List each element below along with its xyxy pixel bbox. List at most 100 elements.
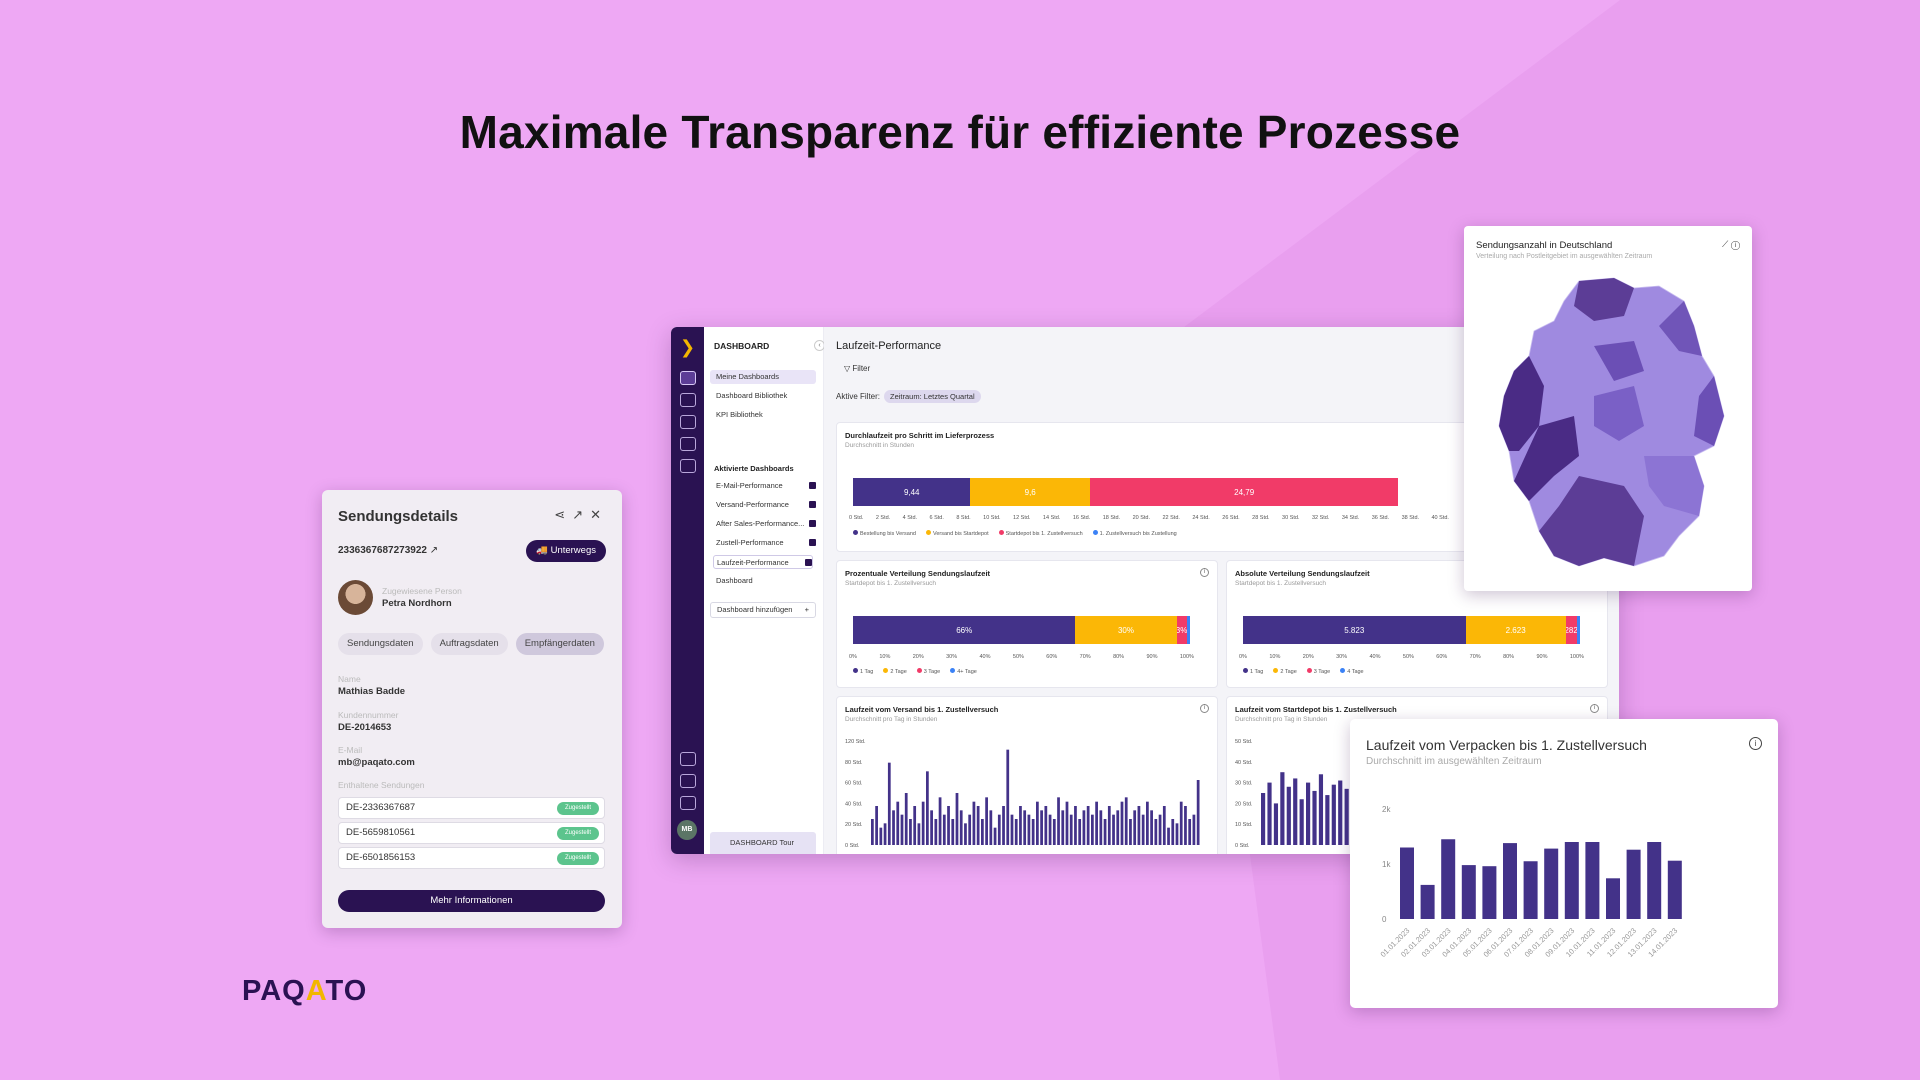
chart-bar[interactable] — [1338, 780, 1343, 845]
bar-segment[interactable]: 2.623 — [1465, 616, 1566, 644]
chart-bar[interactable] — [1267, 782, 1272, 845]
app-logo-icon[interactable]: ❯ — [680, 337, 696, 357]
chart-bar[interactable] — [1006, 749, 1010, 845]
chart-bar[interactable] — [909, 819, 912, 845]
menu-item-kpi-bibliothek[interactable]: KPI Bibliothek — [716, 410, 763, 419]
shipment-row[interactable]: DE-6501856153 Zugestellt — [338, 847, 605, 869]
chart-bar[interactable] — [981, 819, 984, 845]
chart-bar[interactable] — [1074, 806, 1077, 845]
filter-button[interactable]: ▽ Filter — [844, 364, 870, 373]
chart-bar[interactable] — [913, 806, 917, 845]
chart-bar[interactable] — [997, 814, 1001, 845]
user-avatar[interactable]: MB — [677, 820, 697, 840]
shipment-row[interactable]: DE-5659810561 Zugestellt — [338, 822, 605, 844]
chart-bar[interactable] — [1019, 806, 1022, 845]
bar-segment[interactable]: 9,44 — [853, 478, 971, 506]
chart-bar[interactable] — [1167, 827, 1170, 845]
menu-item-meine-dashboards[interactable]: Meine Dashboards — [710, 370, 816, 384]
chart-icon[interactable]: ⟋ — [1721, 239, 1729, 249]
chart-bar[interactable] — [1312, 790, 1317, 845]
chart-bar[interactable] — [1061, 810, 1065, 845]
legend-item[interactable]: 1 Tag — [1243, 668, 1263, 675]
tab-empfaengerdaten[interactable]: Empfängerdaten — [515, 633, 604, 655]
chart-bar[interactable] — [1306, 782, 1311, 845]
info-icon[interactable]: i — [1200, 568, 1209, 577]
chart-bar[interactable] — [1286, 786, 1291, 845]
chart-bar[interactable] — [930, 810, 933, 845]
chart-bar[interactable] — [1482, 866, 1497, 919]
tab-sendungsdaten[interactable]: Sendungsdaten — [338, 633, 423, 655]
chart-bar[interactable] — [892, 810, 895, 845]
chart-bar[interactable] — [1002, 806, 1005, 845]
chart-bar[interactable] — [1273, 803, 1279, 845]
legend-item[interactable]: Startdepot bis 1. Zustellversuch — [999, 530, 1083, 537]
chart-bar[interactable] — [947, 806, 950, 845]
close-icon[interactable]: ✕ — [590, 507, 608, 522]
chart-bar[interactable] — [1299, 799, 1304, 845]
chart-bar[interactable] — [1124, 797, 1128, 845]
bar-segment[interactable]: 5.823 — [1243, 616, 1466, 644]
chart-bar[interactable] — [1141, 814, 1145, 845]
chart-bar[interactable] — [951, 819, 955, 845]
chart-bar[interactable] — [1626, 849, 1641, 919]
legend-item[interactable]: 2 Tage — [883, 668, 906, 675]
chart-bar[interactable] — [938, 797, 942, 845]
chart-bar[interactable] — [1606, 878, 1620, 919]
chart-bar[interactable] — [917, 823, 921, 845]
chart-bar[interactable] — [1441, 839, 1456, 919]
chart-bar[interactable] — [1184, 806, 1187, 845]
chart-bar[interactable] — [1280, 772, 1285, 845]
chart-bar[interactable] — [1344, 788, 1349, 845]
chart-bar[interactable] — [993, 827, 997, 845]
chart-bar[interactable] — [1192, 814, 1196, 845]
chart-bar[interactable] — [1564, 842, 1579, 919]
share-icon[interactable]: ⋖ — [554, 507, 573, 522]
transfer-nav-icon[interactable] — [680, 459, 696, 473]
chart-bar[interactable] — [1171, 819, 1175, 845]
chart-bar[interactable] — [985, 797, 988, 845]
bar-segment[interactable] — [1186, 616, 1190, 644]
chart-bar[interactable] — [942, 814, 946, 845]
bar-segment[interactable]: 9,6 — [970, 478, 1090, 506]
chart-bar[interactable] — [1116, 810, 1120, 845]
bar-segment[interactable]: 3% — [1176, 616, 1187, 644]
chart-bar[interactable] — [883, 823, 887, 845]
chart-bar[interactable] — [959, 810, 963, 845]
info-icon[interactable]: i — [1200, 704, 1209, 713]
chart-bar[interactable] — [1120, 801, 1124, 845]
chart-bar[interactable] — [1461, 865, 1476, 919]
legend-item[interactable]: 2 Tage — [1273, 668, 1296, 675]
dashboard-link[interactable]: Versand-Performance — [716, 498, 816, 512]
chart-bar[interactable] — [1057, 797, 1060, 845]
chart-bar[interactable] — [1261, 793, 1266, 845]
chart-bar[interactable] — [989, 810, 993, 845]
legend-item[interactable]: 1 Tag — [853, 668, 873, 675]
chart-bar[interactable] — [1027, 814, 1031, 845]
menu-item-dashboard-bibliothek[interactable]: Dashboard Bibliothek — [716, 391, 788, 400]
chart-bar[interactable] — [1175, 823, 1179, 845]
bar-segment[interactable]: 24,79 — [1089, 478, 1399, 506]
chart-bar[interactable] — [1503, 843, 1517, 919]
chart-bar[interactable] — [1137, 806, 1141, 845]
shipment-row[interactable]: DE-2336367687 Zugestellt — [338, 797, 605, 819]
chart-bar[interactable] — [1318, 774, 1324, 845]
chart-bar[interactable] — [1095, 801, 1098, 845]
bar-segment[interactable]: 66% — [853, 616, 1076, 644]
filter-chip[interactable]: Zeitraum: Letztes Quartal — [884, 390, 981, 403]
chart-bar[interactable] — [1103, 819, 1107, 845]
chart-bar[interactable] — [926, 771, 929, 845]
info-icon[interactable]: i — [1590, 704, 1599, 713]
help-icon[interactable] — [680, 796, 696, 810]
legend-item[interactable]: Versand bis Startdepot — [926, 530, 989, 537]
chart-bar[interactable] — [1647, 842, 1662, 919]
chart-bar[interactable] — [1150, 810, 1153, 845]
chart-bar[interactable] — [968, 814, 972, 845]
chart-bar[interactable] — [976, 806, 980, 845]
chart-bar[interactable] — [900, 814, 904, 845]
chart-bar[interactable] — [1069, 814, 1073, 845]
bar-segment[interactable] — [1576, 616, 1580, 644]
chart-bar[interactable] — [871, 819, 874, 845]
chart-bar[interactable] — [1082, 810, 1086, 845]
chart-bar[interactable] — [1585, 842, 1600, 919]
dashboard-link[interactable]: After Sales-Performance... — [716, 517, 816, 531]
